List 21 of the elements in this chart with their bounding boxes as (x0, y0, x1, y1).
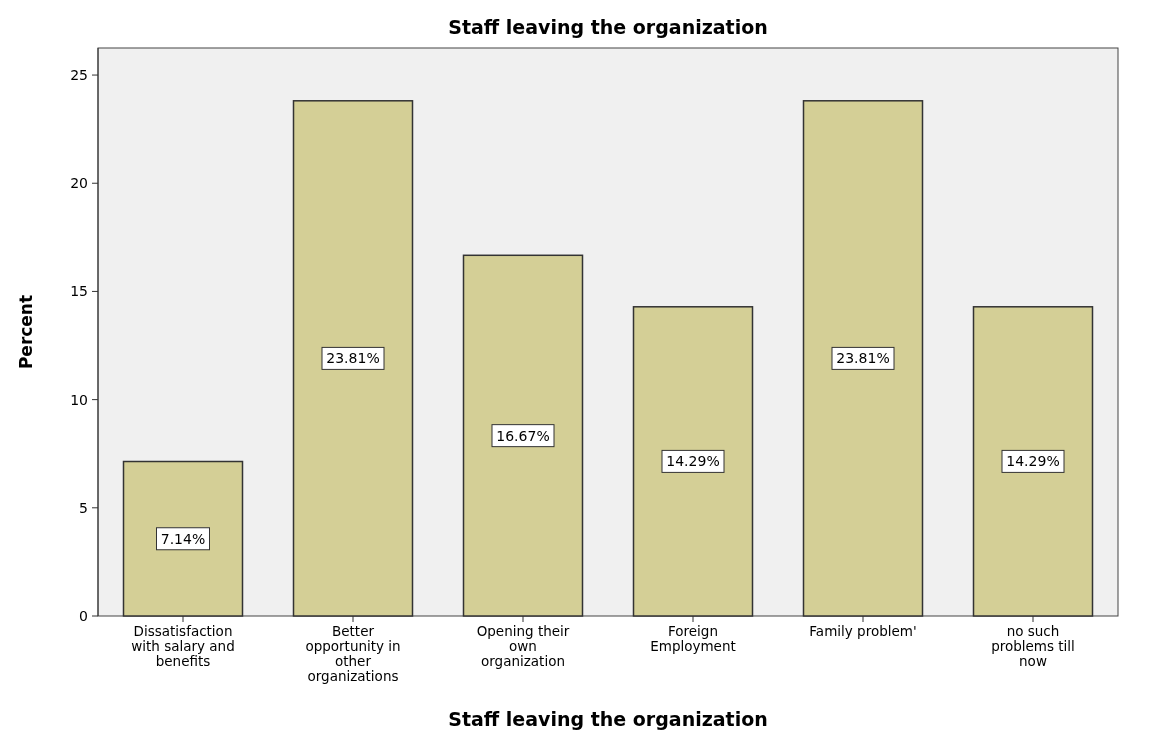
x-tick-label: Foreign Employment (650, 623, 736, 654)
x-tick-label: Opening their own organization (476, 623, 570, 669)
data-label: 23.81% (836, 350, 890, 367)
data-label: 23.81% (326, 350, 380, 367)
y-tick-label: 15 (70, 283, 88, 300)
y-tick-label: 10 (70, 391, 88, 408)
data-label: 14.29% (666, 453, 720, 470)
x-tick-label: Dissatisfaction with salary and benefits (131, 623, 235, 669)
x-tick-label: Better opportunity in other organizations (305, 623, 401, 684)
y-tick-label: 0 (79, 608, 88, 624)
x-tick-label: no such problems till now (991, 623, 1075, 669)
y-tick-label: 25 (70, 67, 88, 84)
x-tick-label: Family problem' (809, 623, 917, 639)
data-label: 7.14% (160, 530, 206, 547)
y-axis-title: Percent (16, 294, 36, 370)
x-axis-title: Staff leaving the organization (448, 708, 768, 730)
y-tick-label: 20 (70, 175, 88, 192)
y-tick-label: 5 (79, 499, 88, 516)
data-label: 14.29% (1006, 453, 1060, 470)
data-label: 16.67% (496, 427, 550, 444)
chart-title: Staff leaving the organization (448, 16, 768, 38)
